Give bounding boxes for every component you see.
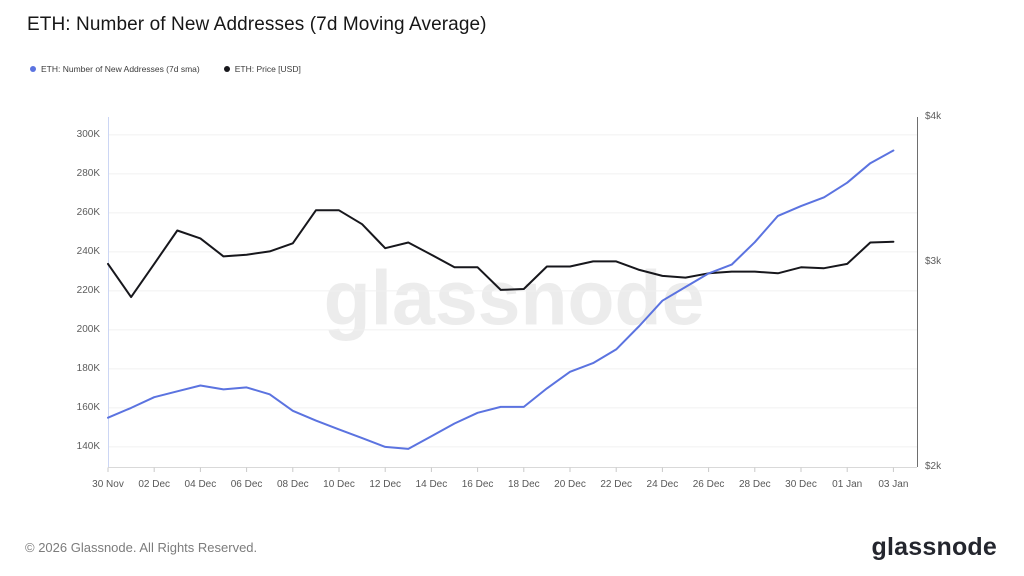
page-title: ETH: Number of New Addresses (7d Moving …	[27, 14, 487, 35]
legend-swatch-black-icon	[223, 66, 230, 72]
chart-legend: ETH: Number of New Addresses (7d sma) ET…	[30, 64, 301, 74]
legend-label-price: ETH: Price [USD]	[234, 64, 301, 74]
series-line-price	[107, 209, 895, 299]
legend-swatch-blue-icon	[30, 66, 36, 72]
legend-item-new-addresses[interactable]: ETH: Number of New Addresses (7d sma)	[30, 64, 200, 74]
glassnode-logo: glassnode	[871, 533, 997, 561]
series-line-new-addresses	[107, 149, 895, 450]
legend-item-price[interactable]: ETH: Price [USD]	[223, 64, 301, 74]
legend-label-new-addresses: ETH: Number of New Addresses (7d sma)	[41, 64, 200, 74]
copyright-text: © 2026 Glassnode. All Rights Reserved.	[25, 540, 258, 555]
